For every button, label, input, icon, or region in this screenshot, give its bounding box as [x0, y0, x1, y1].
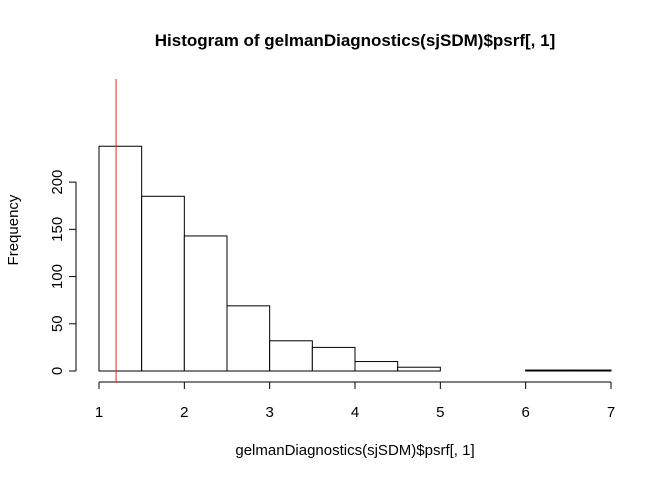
x-tick-label: 6	[521, 404, 529, 421]
chart-title: Histogram of gelmanDiagnostics(sjSDM)$ps…	[155, 31, 556, 50]
y-tick-label: 50	[49, 315, 66, 332]
x-tick-label: 1	[95, 404, 103, 421]
x-tick-label: 2	[180, 404, 188, 421]
y-axis-label: Frequency	[5, 194, 22, 265]
histogram-bar	[567, 369, 612, 372]
histogram-bars	[98, 145, 612, 372]
histogram-bar	[397, 366, 441, 372]
y-tick-label: 150	[49, 217, 66, 242]
histogram-bar	[141, 195, 185, 372]
histogram-bar	[525, 369, 569, 372]
x-tick-label: 5	[436, 404, 444, 421]
histogram-bar	[269, 340, 313, 372]
y-tick-label: 200	[49, 170, 66, 195]
histogram-bar	[226, 305, 271, 372]
y-axis: 0 50 100 150 200	[49, 170, 77, 375]
x-tick-label: 3	[265, 404, 273, 421]
histogram-bar	[183, 235, 228, 372]
histogram-bar	[311, 346, 356, 372]
histogram-bar	[354, 361, 399, 372]
x-axis-label: gelmanDiagnostics(sjSDM)$psrf[, 1]	[235, 442, 474, 459]
histogram-bar	[98, 145, 143, 372]
x-axis: 1 2 3 4 5 6 7	[95, 381, 615, 421]
y-tick-label: 100	[49, 264, 66, 289]
x-tick-label: 4	[351, 404, 359, 421]
y-tick-label: 0	[49, 367, 66, 375]
x-tick-label: 7	[607, 404, 615, 421]
